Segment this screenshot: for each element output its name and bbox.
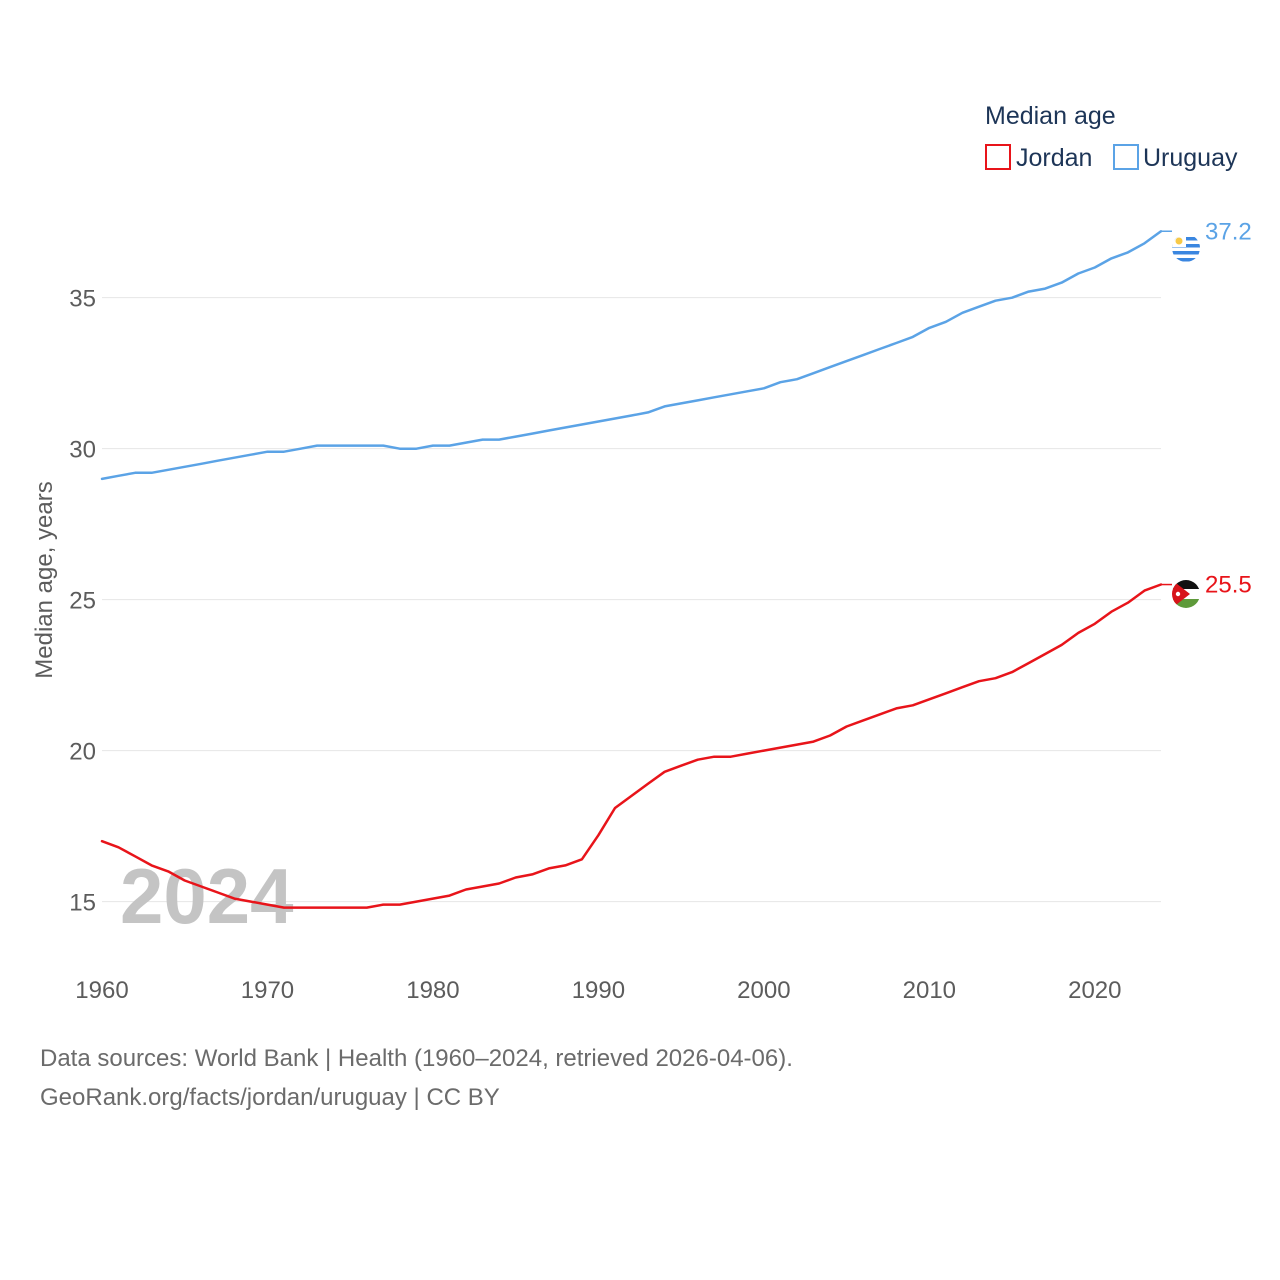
x-tick-1980: 1980 — [406, 977, 459, 1004]
y-axis-ticks: 15 20 25 30 35 — [69, 286, 96, 917]
year-watermark: 2024 — [120, 852, 294, 940]
x-tick-2000: 2000 — [737, 977, 790, 1004]
y-axis-label: Median age, years — [31, 481, 58, 678]
footer-attribution[interactable]: GeoRank.org/facts/jordan/uruguay | CC BY — [40, 1084, 500, 1111]
x-axis-ticks: 1960 1970 1980 1990 2000 2010 2020 — [75, 977, 1121, 1004]
y-tick-15: 15 — [69, 890, 96, 917]
x-tick-1960: 1960 — [75, 977, 128, 1004]
legend-item-jordan[interactable]: Jordan — [985, 144, 1092, 172]
x-tick-2010: 2010 — [903, 977, 956, 1004]
legend: Median age Jordan Uruguay — [985, 102, 1238, 172]
series-line-uruguay — [100, 230, 1163, 481]
footer-source: Data sources: World Bank | Health (1960–… — [40, 1045, 793, 1072]
legend-swatch-uruguay — [1113, 144, 1139, 170]
y-tick-20: 20 — [69, 739, 96, 766]
series-lines: 25.5 37.2 — [100, 218, 1252, 909]
y-tick-25: 25 — [69, 588, 96, 615]
legend-swatch-jordan — [985, 144, 1011, 170]
series-line-jordan — [100, 583, 1163, 909]
y-tick-30: 30 — [69, 437, 96, 464]
legend-title: Median age — [985, 102, 1116, 130]
x-tick-1970: 1970 — [241, 977, 294, 1004]
jordan-flag-icon — [1172, 580, 1200, 608]
x-tick-1990: 1990 — [572, 977, 625, 1004]
x-tick-2020: 2020 — [1068, 977, 1121, 1004]
end-label-uruguay: 37.2 — [1205, 218, 1252, 245]
legend-label-uruguay: Uruguay — [1143, 144, 1238, 172]
uruguay-flag-icon — [1172, 234, 1200, 262]
end-label-jordan: 25.5 — [1205, 572, 1252, 599]
gridlines — [102, 297, 1161, 903]
y-tick-35: 35 — [69, 286, 96, 313]
legend-label-jordan: Jordan — [1016, 144, 1092, 172]
legend-item-uruguay[interactable]: Uruguay — [1113, 144, 1238, 172]
